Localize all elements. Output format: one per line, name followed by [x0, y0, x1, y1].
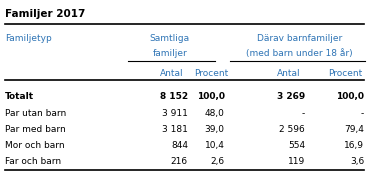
- Text: 2 596: 2 596: [279, 125, 305, 134]
- Text: Familjer 2017: Familjer 2017: [5, 9, 85, 18]
- Text: Procent: Procent: [194, 69, 229, 78]
- Text: 3 911: 3 911: [162, 109, 188, 118]
- Text: 844: 844: [171, 141, 188, 150]
- Text: -: -: [302, 109, 305, 118]
- Text: 119: 119: [288, 157, 305, 166]
- Text: 554: 554: [288, 141, 305, 150]
- Text: Familjetyp: Familjetyp: [5, 34, 52, 43]
- Text: Far och barn: Far och barn: [5, 157, 61, 166]
- Text: 216: 216: [171, 157, 188, 166]
- Text: -: -: [361, 109, 364, 118]
- Text: 39,0: 39,0: [204, 125, 224, 134]
- Text: Antal: Antal: [160, 69, 183, 78]
- Text: 8 152: 8 152: [160, 92, 188, 101]
- Text: Mor och barn: Mor och barn: [5, 141, 65, 150]
- Text: Par utan barn: Par utan barn: [5, 109, 66, 118]
- Text: 10,4: 10,4: [205, 141, 224, 150]
- Text: 3,6: 3,6: [350, 157, 364, 166]
- Text: (med barn under 18 år): (med barn under 18 år): [246, 49, 353, 58]
- Text: Par med barn: Par med barn: [5, 125, 66, 134]
- Text: 100,0: 100,0: [197, 92, 224, 101]
- Text: Därav barnfamiljer: Därav barnfamiljer: [257, 34, 342, 43]
- Text: 2,6: 2,6: [210, 157, 224, 166]
- Text: Samtliga: Samtliga: [149, 34, 190, 43]
- Text: familjer: familjer: [152, 49, 187, 58]
- Text: Procent: Procent: [328, 69, 362, 78]
- Text: 3 181: 3 181: [162, 125, 188, 134]
- Text: Totalt: Totalt: [5, 92, 34, 101]
- Text: 79,4: 79,4: [344, 125, 364, 134]
- Text: 100,0: 100,0: [336, 92, 364, 101]
- Text: Antal: Antal: [277, 69, 300, 78]
- Text: 16,9: 16,9: [344, 141, 364, 150]
- Text: 48,0: 48,0: [205, 109, 224, 118]
- Text: 3 269: 3 269: [277, 92, 305, 101]
